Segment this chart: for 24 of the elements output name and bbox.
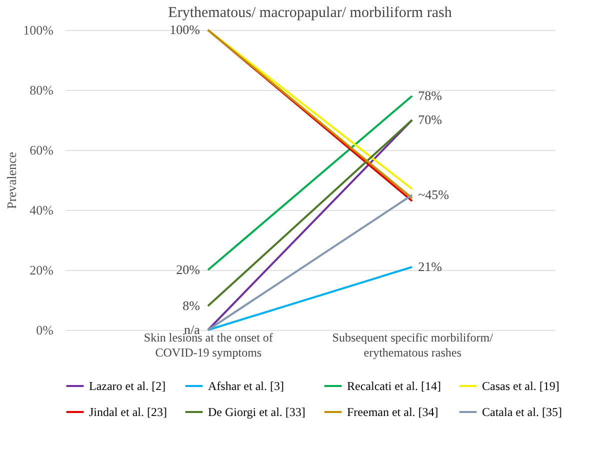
y-tick-label: 80%: [30, 82, 54, 98]
legend-label: Afshar et al. [3]: [208, 379, 284, 393]
legend-label: Catala et al. [35]: [482, 405, 562, 419]
annotation: 70%: [418, 112, 442, 127]
annotation: ~45%: [418, 187, 450, 202]
annotation: 8%: [182, 298, 200, 313]
annotation: 100%: [170, 22, 200, 37]
annotation: 78%: [418, 88, 442, 103]
annotation: 20%: [176, 262, 200, 277]
y-tick-label: 100%: [23, 22, 54, 38]
y-tick-label: 40%: [30, 202, 54, 218]
legend-label: Casas et al. [19]: [482, 379, 560, 393]
legend-label: Lazaro et al. [2]: [89, 379, 166, 393]
y-tick-label: 0%: [36, 322, 54, 338]
chart-title: Erythematous/ macropapular/ morbiliform rash: [168, 5, 452, 21]
y-axis-title: Prevalence: [4, 152, 20, 210]
x-tick-label: Subsequent specific morbiliform/ erythematous rashes: [332, 330, 494, 360]
legend-label: De Giorgi et al. [33]: [208, 405, 306, 419]
y-tick-label: 60%: [30, 142, 54, 158]
legend-label: Freeman et al. [34]: [347, 405, 438, 419]
legend-label: Jindal et al. [23]: [89, 405, 167, 419]
legend-label: Recalcati et al. [14]: [347, 379, 441, 393]
y-tick-label: 20%: [30, 262, 54, 278]
annotation: 21%: [418, 259, 442, 274]
